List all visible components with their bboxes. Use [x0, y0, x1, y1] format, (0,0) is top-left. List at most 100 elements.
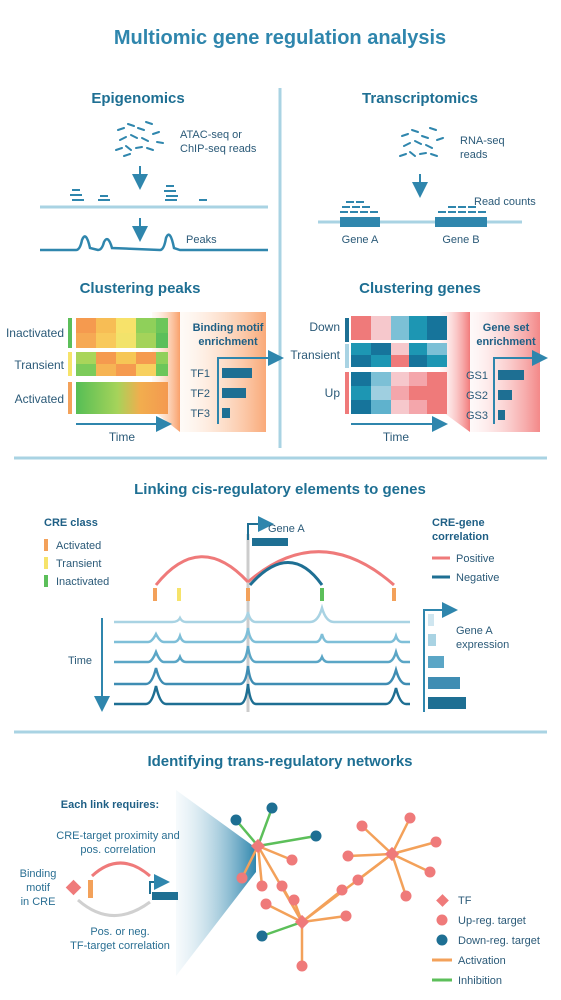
networks-panel: Identifying trans-regulatory networks Ea…: [20, 753, 540, 987]
cre-class-transient: Transient: [56, 558, 101, 570]
correlation-title-2: correlation: [432, 531, 489, 543]
gene-b-reads: [438, 206, 486, 213]
up-target-node: [276, 880, 288, 892]
track-3: [114, 645, 410, 664]
cre-tick-2: [177, 588, 181, 601]
linking-panel: Linking cis-regulatory elements to genes…: [44, 481, 509, 712]
cre-class-swatch-inactivated: [44, 575, 48, 587]
expr-bar-1: [428, 614, 434, 626]
cre-tick-1: [153, 588, 157, 601]
tf-bar-axis: [217, 350, 284, 424]
pos-correlation-arc: [90, 861, 151, 878]
gene-b-label: Gene B: [442, 234, 479, 246]
rna-reads-scatter-icon: [399, 127, 444, 157]
legend-down-icon: [436, 934, 448, 946]
expression-label-1: Gene A: [456, 625, 493, 637]
peaks-heatmap: [76, 318, 168, 414]
tf-corr-label-2: TF-target correlation: [70, 940, 170, 952]
class-bar-up: [345, 372, 349, 414]
expression-axis: [423, 602, 458, 712]
target-gene-block: [152, 892, 178, 900]
up-target-node: [260, 898, 272, 910]
gs2-label: GS2: [466, 390, 488, 402]
expr-bar-3: [428, 656, 444, 668]
tf-corr-label-1: Pos. or neg.: [90, 926, 149, 938]
binding-label-3: in CRE: [21, 896, 56, 908]
epi-peaks-track: [40, 233, 268, 252]
positive-arc-left: [154, 555, 250, 586]
time-label: Time: [68, 655, 92, 667]
cre-class-swatch-activated: [44, 539, 48, 551]
peaks-time-label: Time: [109, 430, 136, 444]
network-legend: TF Up-reg. target Down-reg. target Activ…: [432, 894, 540, 987]
row-label-g-transient: Transient: [290, 348, 340, 362]
reads-scatter-icon: [115, 121, 164, 157]
read-counts-label: Read counts: [474, 196, 536, 208]
binding-label-1: Binding: [20, 868, 57, 880]
expr-bar-5: [428, 697, 466, 709]
up-target-node: [430, 836, 442, 848]
correlation-title-1: CRE-gene: [432, 517, 485, 529]
expr-bar-2: [428, 634, 436, 646]
row-label-activated: Activated: [15, 392, 64, 406]
genes-enrichment-fan: [440, 312, 470, 432]
down-target-node: [230, 814, 242, 826]
up-target-node: [236, 872, 248, 884]
motif-enrichment-2: enrichment: [198, 336, 258, 348]
track-1: [114, 603, 410, 624]
clustering-peaks-panel: Clustering peaks Inactivated Transient A…: [6, 280, 284, 444]
track-2: [114, 627, 410, 644]
rna-reads-label-1: RNA-seq: [460, 135, 505, 147]
up-target-node: [256, 880, 268, 892]
genes-time-label: Time: [383, 430, 410, 444]
gs3-bar: [498, 410, 505, 420]
clustering-genes-heading: Clustering genes: [359, 280, 481, 297]
target-gene-flag-icon: [149, 874, 170, 894]
geneset-enrichment-2: enrichment: [476, 336, 536, 348]
class-bar-inactivated: [68, 318, 72, 348]
tf-node: [294, 914, 310, 930]
up-target-node: [342, 850, 354, 862]
row-label-down: Down: [309, 320, 340, 334]
legend-up: Up-reg. target: [458, 915, 526, 927]
genes-heatmap: [351, 316, 447, 414]
gene-a-block: [340, 217, 380, 227]
legend-up-icon: [436, 914, 448, 926]
up-target-node: [400, 890, 412, 902]
legend-tf: TF: [458, 895, 472, 907]
network-nodes: [230, 802, 442, 972]
gene-a-flag-arrow: [247, 516, 274, 540]
proximity-label-1: CRE-target proximity and: [56, 830, 180, 842]
tf1-bar: [222, 368, 252, 378]
transcriptomics-heading: Transcriptomics: [362, 90, 478, 107]
up-target-node: [336, 884, 348, 896]
up-target-node: [340, 910, 352, 922]
tf2-bar: [222, 388, 246, 398]
legend-tf-icon: [436, 894, 449, 907]
proximity-label-2: pos. correlation: [80, 844, 155, 856]
gs2-bar: [498, 390, 512, 400]
gene-a-flag: [252, 538, 288, 546]
up-target-node: [356, 820, 368, 832]
network-zoom-fan: [176, 790, 256, 976]
gs1-bar: [498, 370, 524, 380]
networks-heading: Identifying trans-regulatory networks: [147, 753, 412, 770]
clustering-genes-panel: Clustering genes Down Transient Up Time …: [290, 280, 548, 444]
up-target-node: [286, 854, 298, 866]
tf-diamond-icon: [65, 879, 82, 896]
legend-down: Down-reg. target: [458, 935, 540, 947]
peaks-label: Peaks: [186, 234, 217, 246]
class-bar-activated: [68, 382, 72, 414]
legend-activation: Activation: [458, 955, 506, 967]
gs-bar-axis: [493, 350, 548, 424]
motif-enrichment-1: Binding motif: [193, 322, 264, 334]
each-link-label: Each link requires:: [61, 799, 159, 811]
cre-tick-5: [392, 588, 396, 601]
down-target-node: [266, 802, 278, 814]
row-label-transient: Transient: [14, 358, 64, 372]
gene-a-label: Gene A: [342, 234, 379, 246]
cre-class-activated: Activated: [56, 540, 101, 552]
binding-label-2: motif: [26, 882, 51, 894]
geneset-enrichment-1: Gene set: [483, 322, 530, 334]
tf3-label: TF3: [190, 408, 210, 420]
